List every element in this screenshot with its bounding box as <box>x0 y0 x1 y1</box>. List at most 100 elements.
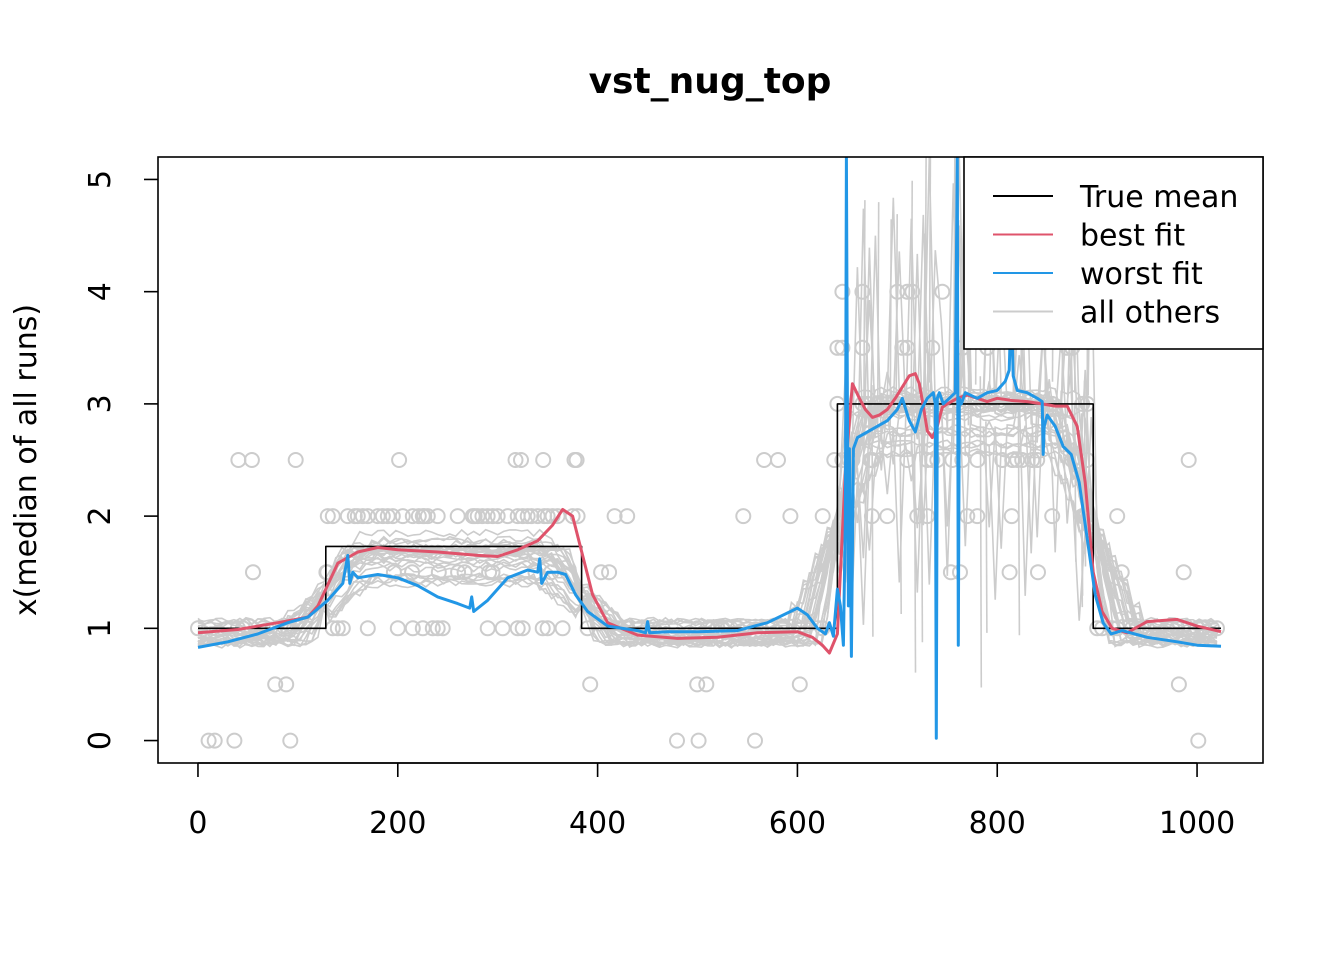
y-tick-label: 0 <box>83 731 118 750</box>
other-run-point <box>606 508 623 525</box>
other-run-point <box>267 676 284 693</box>
other-run-point <box>1113 564 1130 581</box>
other-run-point <box>1004 452 1021 468</box>
other-run-point <box>456 564 473 581</box>
other-run-line <box>197 243 1218 649</box>
other-run-point <box>509 620 526 637</box>
other-run-point <box>593 564 610 581</box>
x-tick-label: 800 <box>969 806 1026 841</box>
other-run-point <box>200 732 217 749</box>
x-tick-label: 0 <box>188 806 207 841</box>
y-tick-label: 1 <box>83 619 118 638</box>
other-run-point <box>346 508 363 525</box>
other-run-point <box>416 508 433 525</box>
other-run-point <box>410 508 427 525</box>
other-run-point <box>230 452 247 468</box>
y-tick-label: 3 <box>83 394 118 413</box>
x-tick-label: 200 <box>369 806 426 841</box>
other-run-spike <box>928 157 932 383</box>
other-run-point <box>834 339 851 356</box>
other-run-spike <box>979 376 983 688</box>
other-run-point <box>601 564 618 581</box>
other-run-point <box>826 452 843 468</box>
other-run-point <box>359 620 376 637</box>
other-run-spike <box>895 214 899 401</box>
other-run-spike <box>985 421 988 633</box>
other-run-point <box>494 620 511 637</box>
other-run-spike <box>923 233 926 399</box>
other-run-point <box>582 676 599 693</box>
other-run-point <box>735 508 752 525</box>
other-run-point <box>243 452 260 468</box>
other-run-point <box>389 620 406 637</box>
other-run-point <box>899 339 916 356</box>
other-run-point <box>834 283 851 300</box>
other-run-point <box>1190 732 1207 749</box>
other-run-point <box>854 283 871 300</box>
other-run-point <box>449 508 466 525</box>
other-run-line <box>197 371 1218 645</box>
other-run-point <box>329 620 346 637</box>
other-run-point <box>404 564 421 581</box>
other-run-point <box>879 508 896 525</box>
other-run-point <box>513 452 529 468</box>
axes: 0 200 400 600 800 1000 0 1 2 3 4 5 <box>83 156 1264 841</box>
legend-label: True mean <box>1079 180 1238 215</box>
other-run-point <box>1001 564 1018 581</box>
other-run-spike <box>889 219 893 428</box>
other-run-point <box>434 620 451 637</box>
other-run-point <box>424 620 441 637</box>
other-run-spike <box>899 433 902 615</box>
other-run-point <box>474 508 491 525</box>
legend-box <box>963 156 1264 350</box>
other-run-point <box>282 732 299 749</box>
other-run-point <box>619 508 636 525</box>
other-run-point <box>1030 564 1046 581</box>
other-run-point <box>466 508 483 525</box>
other-run-point <box>374 508 391 525</box>
y-tick-label: 4 <box>83 282 118 301</box>
other-run-point <box>430 564 447 581</box>
legend-label: worst fit <box>1080 257 1203 292</box>
other-run-point <box>429 508 446 525</box>
other-run-spike <box>863 200 866 408</box>
other-run-point <box>1170 676 1187 693</box>
x-tick-label: 400 <box>569 806 626 841</box>
other-run-spike <box>952 157 956 388</box>
other-run-point <box>479 620 496 637</box>
other-run-point <box>1044 508 1061 525</box>
other-run-point <box>391 452 408 468</box>
y-axis-label: x(median of all runs) <box>9 304 44 616</box>
other-run-point <box>934 283 951 300</box>
other-run-point <box>782 508 799 525</box>
other-run-point <box>206 732 223 749</box>
other-run-point <box>770 452 786 468</box>
other-run-point <box>554 620 571 637</box>
other-run-point <box>1024 452 1041 468</box>
other-run-point <box>747 732 763 749</box>
chart-title: vst_nug_top <box>589 61 832 102</box>
other-run-point <box>278 676 295 693</box>
other-run-point <box>924 452 941 468</box>
plot-area <box>190 157 1225 749</box>
other-run-spike <box>1074 405 1077 562</box>
other-run-point <box>862 452 879 468</box>
other-run-point <box>523 508 540 525</box>
other-run-point <box>924 339 941 356</box>
other-run-point <box>385 564 402 581</box>
other-run-point <box>969 452 986 468</box>
other-run-point <box>814 508 831 525</box>
other-run-point <box>429 620 446 637</box>
other-run-point <box>384 508 401 525</box>
other-run-point <box>334 620 351 637</box>
other-run-spike <box>1017 405 1021 636</box>
y-tick-label: 2 <box>83 507 118 526</box>
other-run-point <box>954 452 971 468</box>
other-run-point <box>536 508 553 525</box>
other-run-point <box>226 732 243 749</box>
other-run-point <box>450 564 467 581</box>
other-run-point <box>854 339 871 356</box>
other-run-point <box>564 508 581 525</box>
